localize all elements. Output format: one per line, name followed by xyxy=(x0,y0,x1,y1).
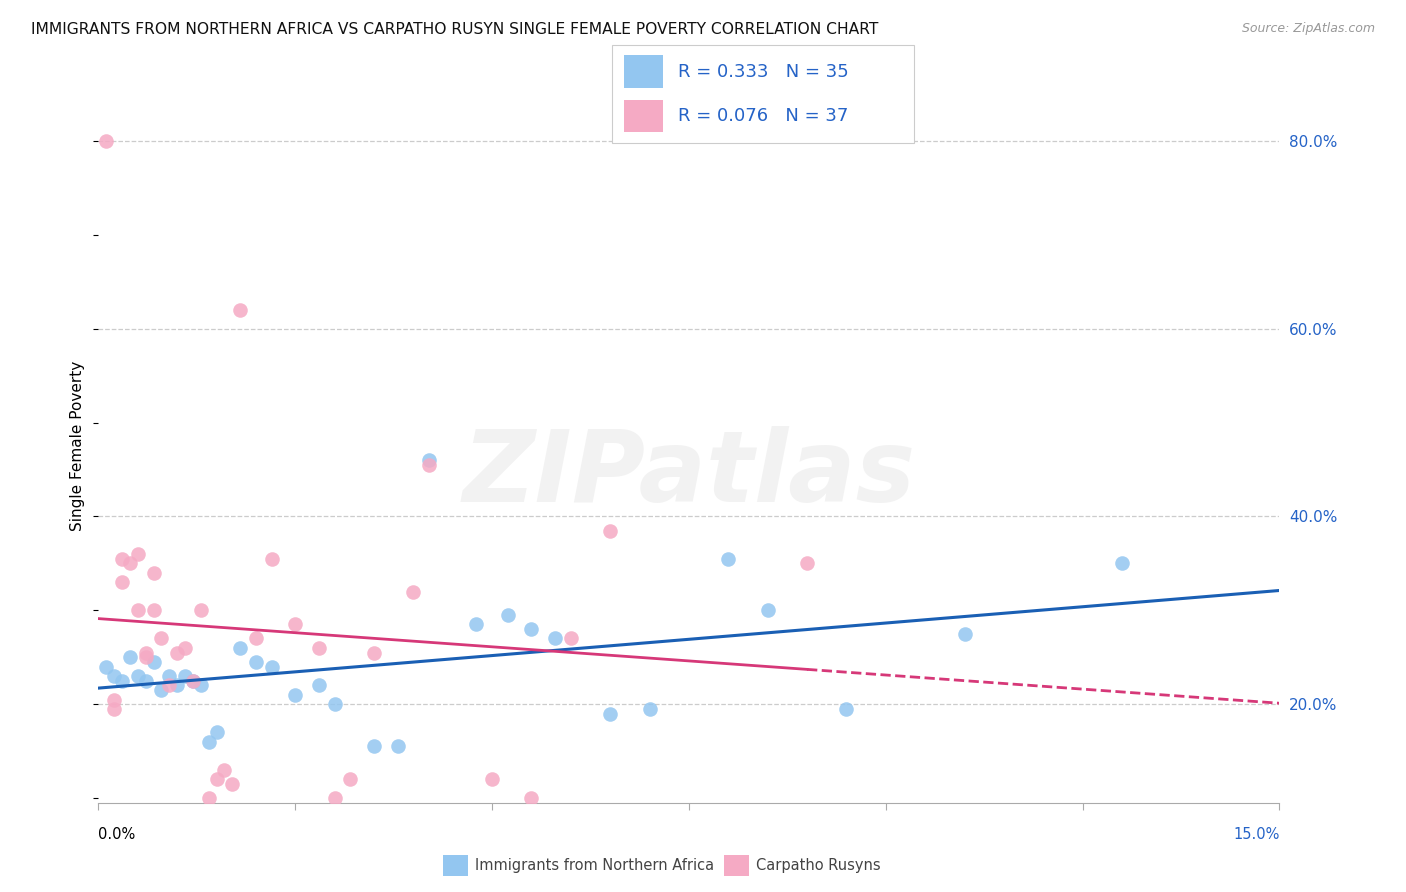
Point xyxy=(205,725,228,739)
Text: Source: ZipAtlas.com: Source: ZipAtlas.com xyxy=(1241,22,1375,36)
Y-axis label: Single Female Poverty: Single Female Poverty xyxy=(70,361,86,531)
Text: Immigrants from Northern Africa: Immigrants from Northern Africa xyxy=(475,858,714,872)
Point xyxy=(166,678,188,692)
Point xyxy=(339,772,361,787)
Text: IMMIGRANTS FROM NORTHERN AFRICA VS CARPATHO RUSYN SINGLE FEMALE POVERTY CORRELAT: IMMIGRANTS FROM NORTHERN AFRICA VS CARPA… xyxy=(31,22,879,37)
Point xyxy=(599,524,621,538)
Point xyxy=(111,673,134,688)
Point xyxy=(103,692,125,706)
Point xyxy=(142,603,165,617)
Point xyxy=(835,702,858,716)
Point xyxy=(260,551,283,566)
Point xyxy=(135,646,157,660)
Point xyxy=(323,791,346,805)
Point xyxy=(214,763,236,777)
Point xyxy=(323,697,346,711)
Point xyxy=(245,632,267,646)
Point xyxy=(363,739,385,754)
Point xyxy=(496,607,519,622)
Text: 15.0%: 15.0% xyxy=(1233,827,1279,841)
Point xyxy=(481,772,503,787)
Point xyxy=(308,678,330,692)
Point xyxy=(418,453,440,467)
Point xyxy=(174,640,197,655)
Point xyxy=(150,683,173,698)
Point xyxy=(150,632,173,646)
Point xyxy=(953,627,976,641)
Point xyxy=(229,302,252,317)
FancyBboxPatch shape xyxy=(624,55,664,87)
Text: Carpatho Rusyns: Carpatho Rusyns xyxy=(756,858,882,872)
Point xyxy=(181,673,204,688)
Point xyxy=(127,603,149,617)
Point xyxy=(96,134,118,148)
Point xyxy=(520,622,543,636)
Point xyxy=(111,551,134,566)
Text: R = 0.076   N = 37: R = 0.076 N = 37 xyxy=(678,107,848,125)
Point xyxy=(638,702,661,716)
Point xyxy=(308,640,330,655)
Point xyxy=(260,659,283,673)
Point xyxy=(135,673,157,688)
Text: R = 0.333   N = 35: R = 0.333 N = 35 xyxy=(678,62,849,80)
Point xyxy=(166,646,188,660)
Point xyxy=(465,617,488,632)
Point xyxy=(402,584,425,599)
Point xyxy=(717,551,740,566)
Point xyxy=(544,632,567,646)
Point xyxy=(127,547,149,561)
Point xyxy=(599,706,621,721)
Point xyxy=(229,640,252,655)
Point xyxy=(103,669,125,683)
Point xyxy=(1111,557,1133,571)
Point xyxy=(118,650,141,665)
Text: 0.0%: 0.0% xyxy=(98,827,135,841)
Point xyxy=(142,655,165,669)
Point xyxy=(221,777,243,791)
Text: ZIPatlas: ZIPatlas xyxy=(463,426,915,523)
Point xyxy=(205,772,228,787)
Point xyxy=(387,739,409,754)
Point xyxy=(363,646,385,660)
Point xyxy=(197,791,219,805)
Point xyxy=(181,673,204,688)
Point xyxy=(284,688,307,702)
Point xyxy=(197,735,219,749)
Point xyxy=(796,557,818,571)
Point xyxy=(190,603,212,617)
Point xyxy=(127,669,149,683)
Point xyxy=(111,575,134,590)
Point xyxy=(157,669,180,683)
FancyBboxPatch shape xyxy=(612,45,914,143)
Point xyxy=(284,617,307,632)
Point xyxy=(756,603,779,617)
Point xyxy=(174,669,197,683)
Point xyxy=(418,458,440,472)
Point xyxy=(520,791,543,805)
Point xyxy=(157,678,180,692)
Point xyxy=(135,650,157,665)
Point xyxy=(118,557,141,571)
Point xyxy=(142,566,165,580)
Point xyxy=(190,678,212,692)
FancyBboxPatch shape xyxy=(624,100,664,132)
Point xyxy=(560,632,582,646)
Point xyxy=(103,702,125,716)
Point xyxy=(96,659,118,673)
Point xyxy=(245,655,267,669)
